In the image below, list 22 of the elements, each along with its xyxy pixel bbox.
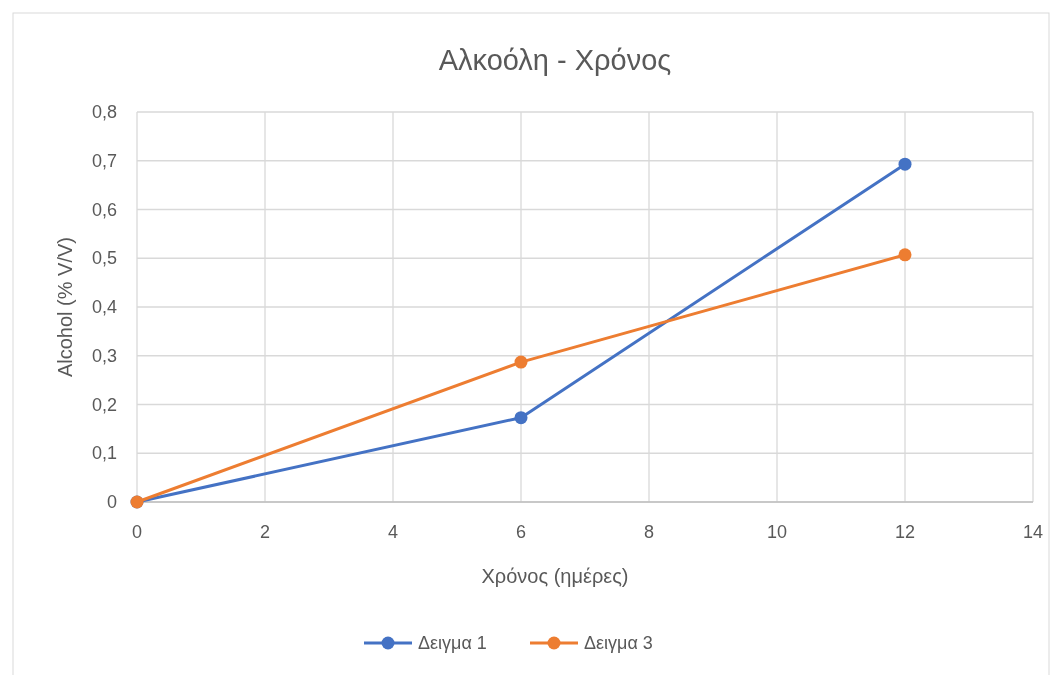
- y-tick-label: 0,8: [91, 102, 117, 122]
- y-tick-label: 0,2: [91, 394, 117, 415]
- y-tick-label: 0: [106, 492, 117, 512]
- x-tick-label: 2: [259, 522, 271, 542]
- y-tick-label: 0,7: [91, 150, 117, 171]
- chart-title: Αλκοόλη - Χρόνος: [438, 44, 672, 76]
- x-tick-label: 0: [131, 522, 143, 542]
- legend-label: Δειγμα 1: [418, 633, 487, 653]
- x-axis-title: Χρόνος (ημέρες): [481, 565, 629, 587]
- x-tick-label: 6: [515, 522, 527, 542]
- y-axis-title: Alcohol (% V/V): [54, 236, 76, 378]
- y-tick-label: 0,1: [91, 443, 117, 464]
- y-tick-label: 0,5: [91, 248, 117, 269]
- x-tick-label: 4: [387, 522, 399, 542]
- x-tick-label: 8: [643, 522, 655, 542]
- x-tick-label: 12: [894, 522, 916, 542]
- y-tick-label: 0,6: [91, 199, 117, 220]
- y-tick-label: 0,4: [91, 297, 117, 317]
- legend-label: Δειγμα 3: [584, 633, 653, 653]
- x-tick-label: 10: [766, 522, 788, 542]
- x-tick-label: 14: [1022, 522, 1044, 542]
- y-tick-label: 0,3: [91, 345, 117, 366]
